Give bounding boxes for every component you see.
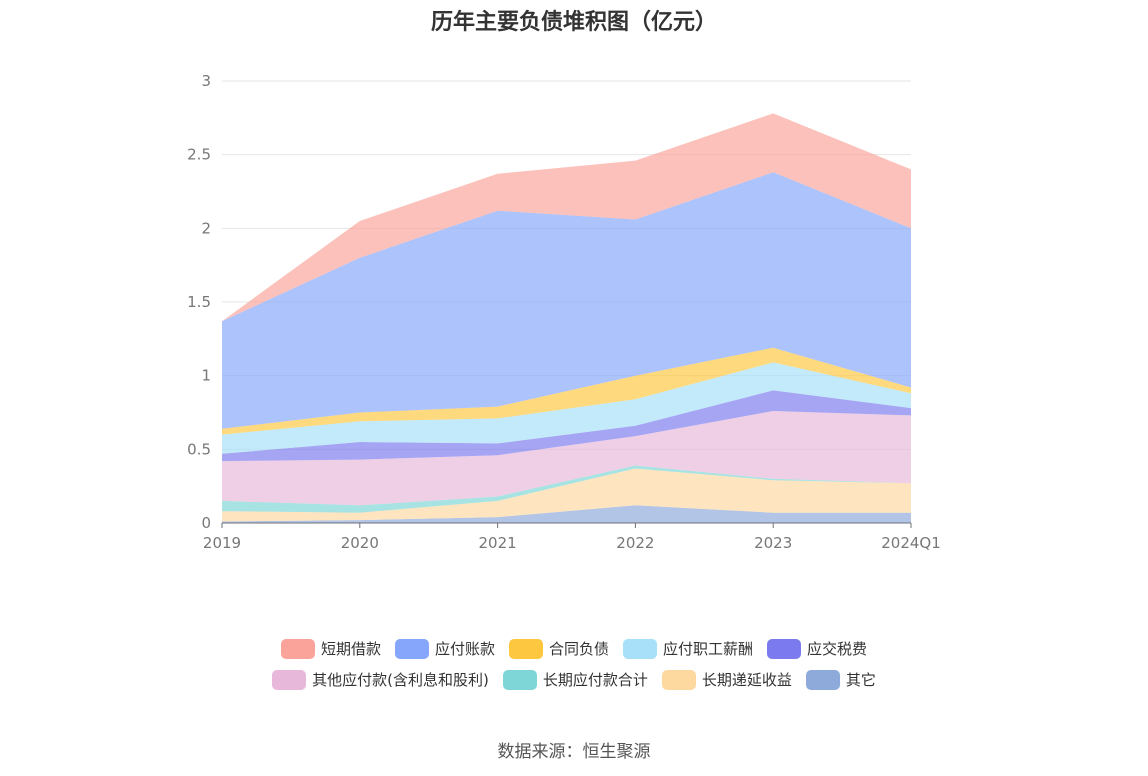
x-tick-label: 2023 xyxy=(754,534,792,552)
legend-item[interactable]: 长期应付款合计 xyxy=(502,669,648,690)
area-应付职工薪酬 xyxy=(222,362,911,454)
legend-item[interactable]: 应付职工薪酬 xyxy=(623,638,753,659)
legend-swatch xyxy=(394,638,429,659)
area-其它 xyxy=(222,505,911,523)
y-tick-label: 3 xyxy=(201,72,211,90)
legend-swatch xyxy=(508,638,543,659)
legend-label: 短期借款 xyxy=(320,640,381,658)
legend-label: 应付职工薪酬 xyxy=(663,640,754,658)
x-tick-label: 2022 xyxy=(616,534,654,552)
legend-row: 短期借款 应付账款 合同负债 应付职工薪酬 应交税费 xyxy=(280,638,867,659)
legend-item[interactable]: 应付账款 xyxy=(394,638,495,659)
legend-swatch xyxy=(502,669,537,690)
legend-swatch xyxy=(767,638,802,659)
area-其他应付款(含利息和股利) xyxy=(222,411,911,506)
legend-label: 合同负债 xyxy=(548,640,609,658)
legend-label: 其它 xyxy=(845,671,876,689)
area-长期应付款合计 xyxy=(222,465,911,513)
y-tick-label: 0.5 xyxy=(187,440,211,458)
legend: 短期借款 应付账款 合同负债 应付职工薪酬 应交税费其他应付款(含利息和股利) 长期应付款… xyxy=(0,638,1148,690)
y-tick-label: 1.5 xyxy=(187,293,211,311)
legend-row: 其他应付款(含利息和股利) 长期应付款合计 长期递延收益 其它 xyxy=(272,669,876,690)
y-tick-label: 2.5 xyxy=(187,146,211,164)
x-tick-label: 2024Q1 xyxy=(881,534,941,552)
legend-label: 其他应付款(含利息和股利) xyxy=(312,671,489,689)
legend-item[interactable]: 其它 xyxy=(805,669,876,690)
area-短期借款 xyxy=(222,113,911,322)
legend-label: 应交税费 xyxy=(807,640,868,658)
legend-item[interactable]: 短期借款 xyxy=(280,638,381,659)
data-source: 数据来源：恒生聚源 xyxy=(497,742,651,762)
chart-title: 历年主要负债堆积图（亿元） xyxy=(430,10,717,35)
x-tick-label: 2019 xyxy=(203,534,241,552)
y-tick-label: 1 xyxy=(201,367,211,385)
legend-label: 长期应付款合计 xyxy=(542,671,648,689)
legend-swatch xyxy=(280,638,315,659)
area-应付账款 xyxy=(222,172,911,429)
legend-swatch xyxy=(623,638,657,659)
x-tick-label: 2021 xyxy=(479,534,517,552)
legend-swatch xyxy=(272,669,307,690)
legend-label: 长期递延收益 xyxy=(701,671,792,689)
x-tick-label: 2020 xyxy=(341,534,379,552)
legend-swatch xyxy=(661,669,696,690)
legend-item[interactable]: 合同负债 xyxy=(508,638,609,659)
stacked-area-chart: 0 0.5 1 1.5 2 2.5 3 2019 2020 2021 2022 2023 2024Q1 xyxy=(187,72,941,552)
area-合同负债 xyxy=(222,347,911,435)
legend-item[interactable]: 其他应付款(含利息和股利) xyxy=(272,669,489,690)
area-应交税费 xyxy=(222,390,911,462)
area-长期递延收益 xyxy=(222,468,911,522)
legend-swatch xyxy=(805,669,840,690)
legend-label: 应付账款 xyxy=(434,640,495,658)
legend-item[interactable]: 应交税费 xyxy=(767,638,867,659)
legend-item[interactable]: 长期递延收益 xyxy=(661,669,792,690)
y-tick-label: 0 xyxy=(201,514,211,532)
y-tick-label: 2 xyxy=(201,219,211,237)
